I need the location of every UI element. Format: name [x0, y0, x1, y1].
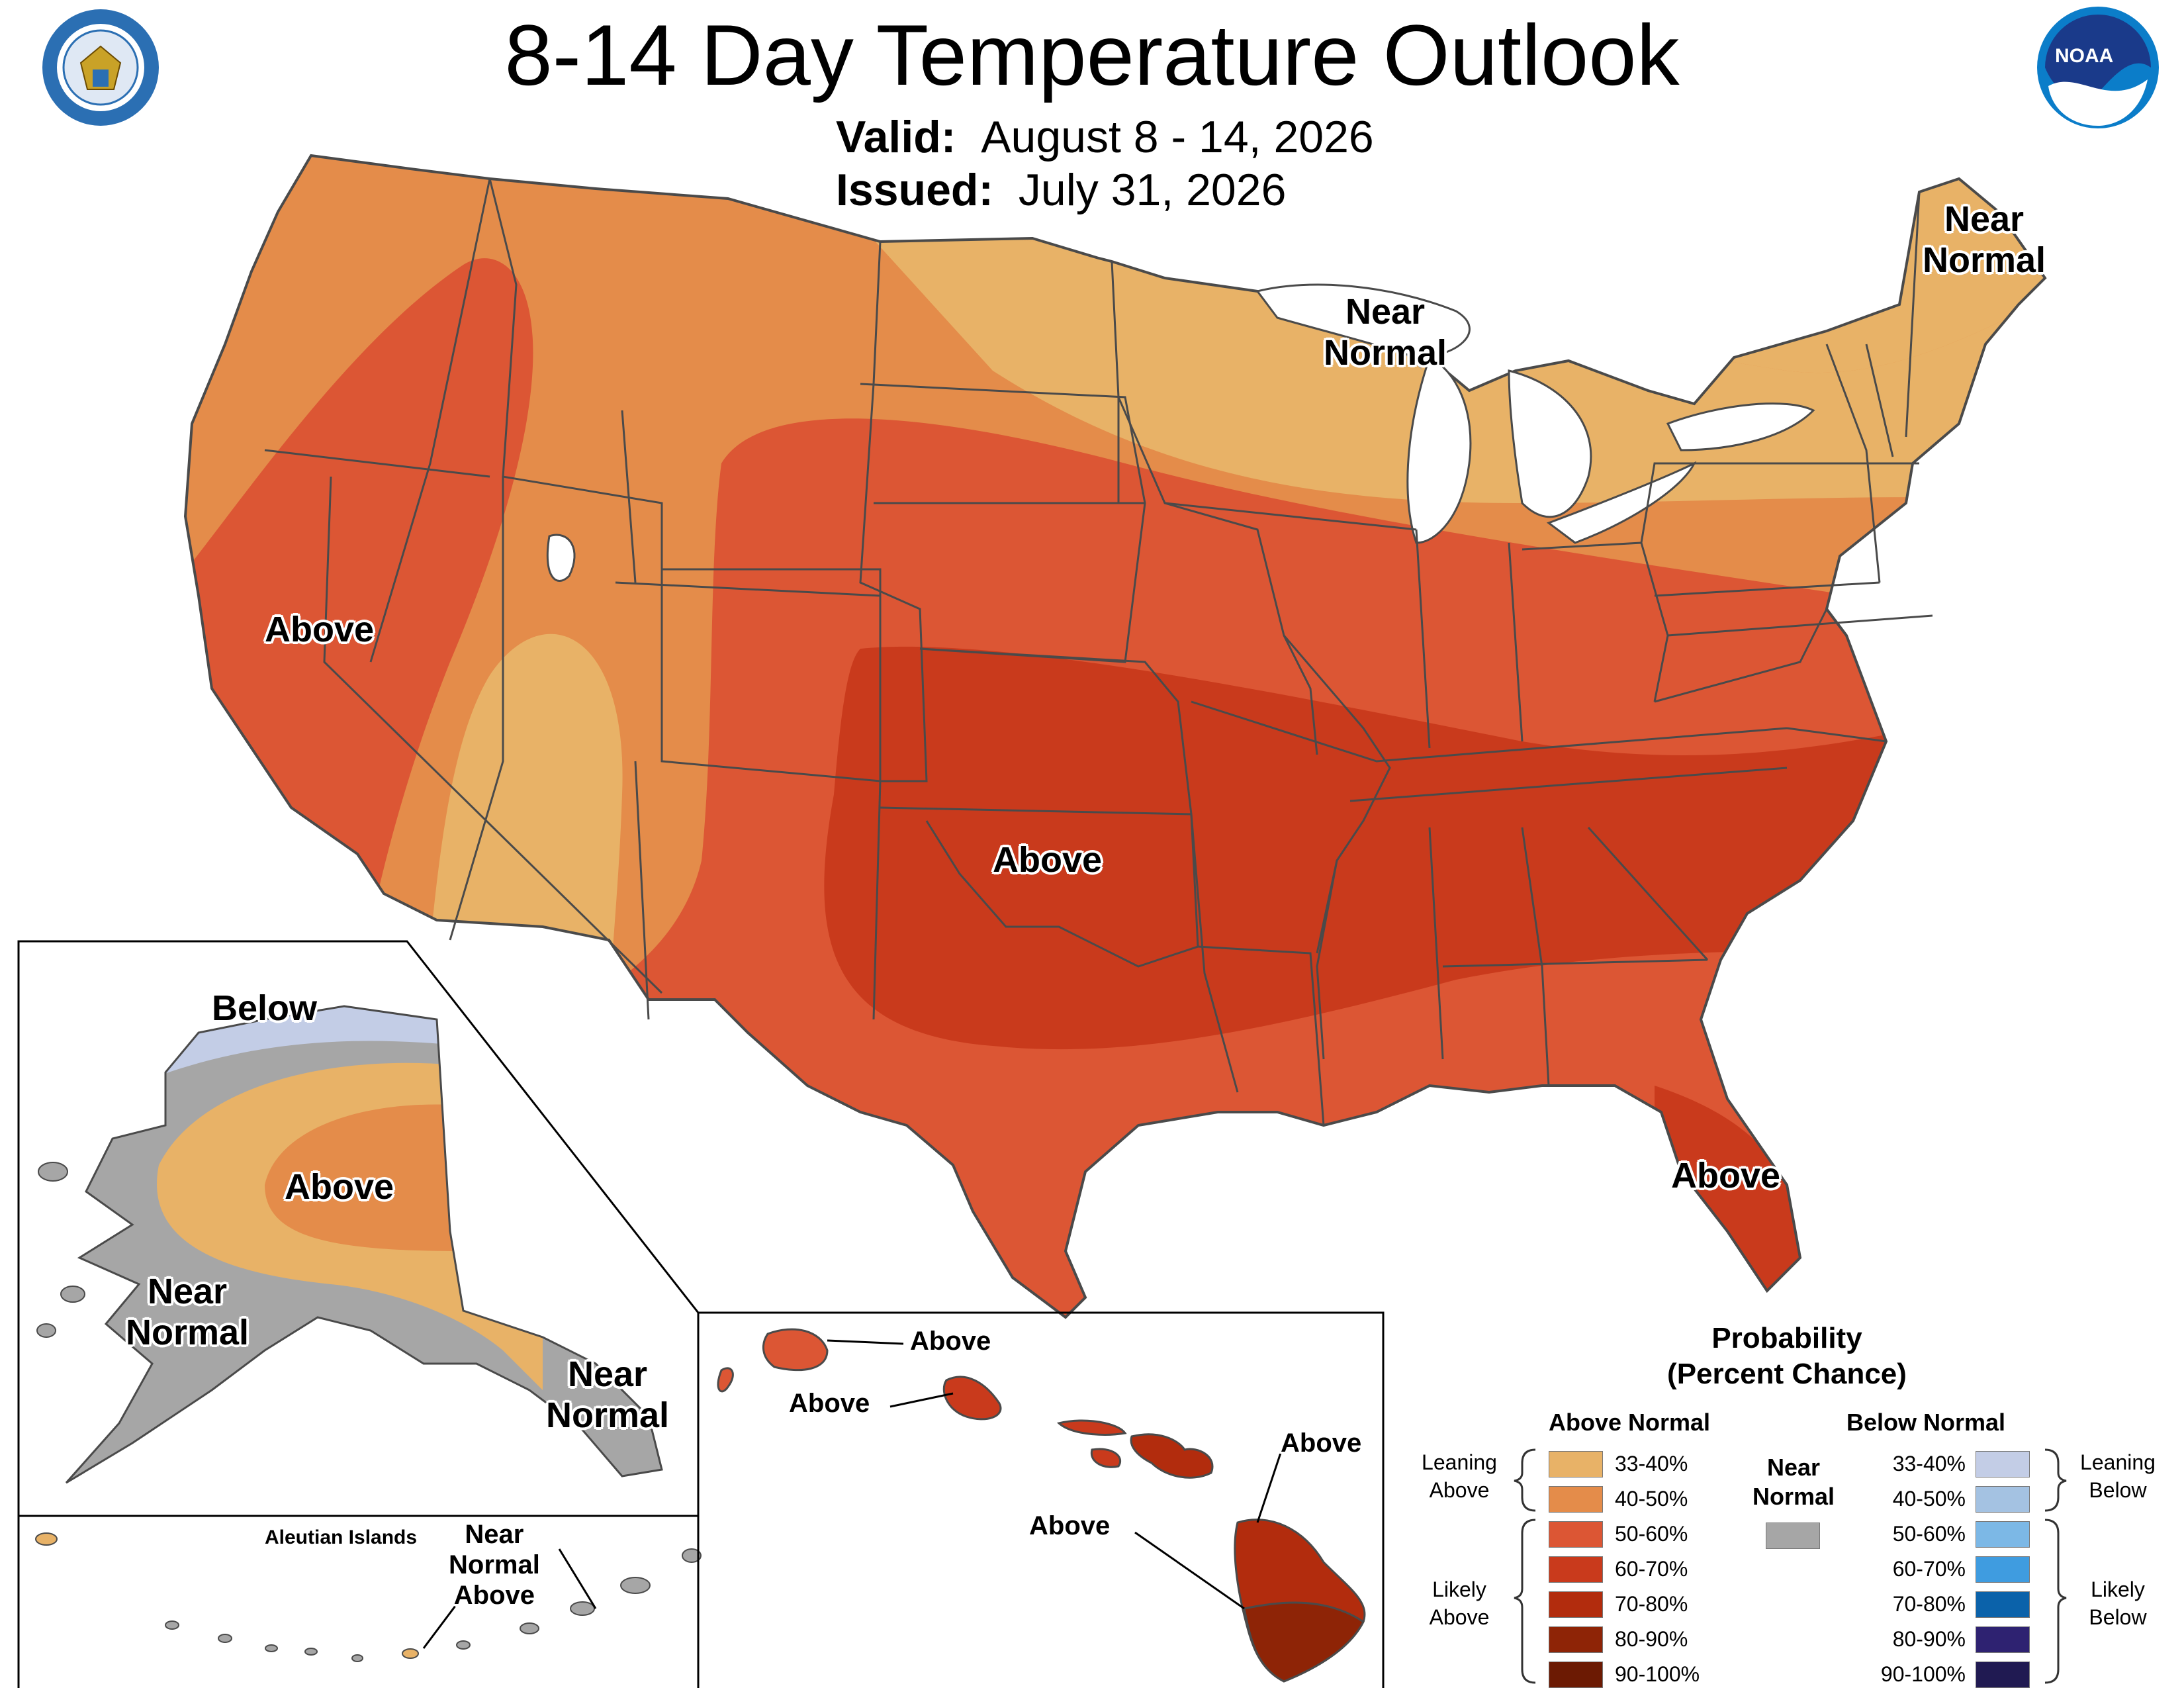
legend-above-label-6: 90-100%: [1615, 1662, 1700, 1686]
legend-above-swatch-5: [1549, 1626, 1603, 1653]
legend-above-header: Above Normal: [1549, 1409, 1711, 1436]
legend-above-label-5: 80-90%: [1615, 1627, 1688, 1651]
page-title: 8-14 Day Temperature Outlook: [504, 7, 1680, 103]
label-hawaii-maui-above: Above: [1281, 1429, 1362, 1458]
legend-above-swatch-0: [1549, 1451, 1603, 1477]
legend-below-swatch-3: [1976, 1556, 2030, 1583]
legend-below-label-0: 33-40%: [1892, 1452, 1966, 1476]
legend-below-swatch-5: [1976, 1626, 2030, 1653]
department-of-commerce-seal: [42, 9, 159, 126]
alaska-islands: [36, 1162, 85, 1338]
legend-above-swatch-3: [1549, 1556, 1603, 1583]
label-alaska-above: Above: [285, 1167, 394, 1207]
noaa-logo: [2037, 7, 2159, 128]
hawaii-islands: [717, 1328, 1366, 1683]
legend-leaning-below: Leaning Below: [2080, 1450, 2156, 1502]
valid-line: Valid: August 8 - 14, 2026: [836, 111, 1432, 163]
label-alaska-below: Below: [212, 988, 318, 1028]
legend-below-label-6: 90-100%: [1880, 1662, 1966, 1686]
label-hawaii-big-island-above: Above: [1029, 1511, 1111, 1540]
legend-below-label-1: 40-50%: [1892, 1487, 1966, 1511]
label-central-above: Above: [993, 840, 1103, 880]
legend-below-swatch-2: [1976, 1521, 2030, 1548]
legend-below-label-3: 60-70%: [1892, 1557, 1966, 1581]
legend-above-label-3: 60-70%: [1615, 1557, 1688, 1581]
legend-above-swatch-4: [1549, 1591, 1603, 1618]
legend-below-label-4: 70-80%: [1892, 1592, 1966, 1616]
legend-title: Probability (Percent Chance): [1667, 1322, 1907, 1390]
legend-below-swatch-6: [1976, 1662, 2030, 1688]
legend-near-normal-swatch: [1766, 1523, 1820, 1549]
noaa-logo-text: NOAA: [2055, 45, 2114, 67]
valid-label: Valid:: [836, 112, 956, 162]
state-borders: [264, 178, 1933, 1126]
aleutian-islands-chain: [35, 1532, 702, 1662]
legend-likely-above: Likely Above: [1429, 1577, 1490, 1629]
legend-near-header: Near Normal: [1752, 1454, 1835, 1510]
label-hawaii-oahu-above: Above: [789, 1389, 870, 1418]
legend-below-label-5: 80-90%: [1892, 1627, 1966, 1651]
label-aleutian-near-normal-above: Near Normal Above: [449, 1520, 540, 1610]
great-lakes: [546, 283, 1815, 582]
label-northeast-near-normal: Near Normal: [1923, 199, 2046, 280]
legend-above-label-2: 50-60%: [1615, 1522, 1688, 1546]
label-alaska-se-near-normal: Near Normal: [546, 1354, 670, 1435]
aleutian-islands-title: Aleutian Islands: [265, 1526, 418, 1548]
legend-above-swatch-1: [1549, 1486, 1603, 1513]
legend-above-label-0: 33-40%: [1615, 1452, 1688, 1476]
legend-leaning-above: Leaning Above: [1422, 1450, 1497, 1502]
label-upper-midwest-near-normal: Near Normal: [1324, 292, 1447, 373]
legend-below-swatch-0: [1976, 1451, 2030, 1477]
legend-above-label-1: 40-50%: [1615, 1487, 1688, 1511]
legend-below-swatch-4: [1976, 1591, 2030, 1618]
legend-below-header: Below Normal: [1846, 1409, 2006, 1436]
issued-label: Issued:: [836, 165, 994, 215]
label-west-above: Above: [265, 610, 375, 649]
issued-line: Issued: July 31, 2026: [836, 164, 1432, 216]
legend-below-label-2: 50-60%: [1892, 1522, 1966, 1546]
label-florida-above: Above: [1671, 1156, 1781, 1196]
legend-likely-below: Likely Below: [2089, 1577, 2147, 1629]
valid-dates: August 8 - 14, 2026: [981, 112, 1374, 162]
legend-above-label-4: 70-80%: [1615, 1592, 1688, 1616]
label-hawaii-kauai-above: Above: [910, 1327, 991, 1356]
legend-above-swatch-2: [1549, 1521, 1603, 1548]
hawaii-leader-lines: [827, 1339, 1282, 1610]
label-alaska-west-near-normal: Near Normal: [126, 1272, 250, 1352]
legend-below-swatch-1: [1976, 1486, 2030, 1513]
issued-date: July 31, 2026: [1018, 165, 1287, 215]
